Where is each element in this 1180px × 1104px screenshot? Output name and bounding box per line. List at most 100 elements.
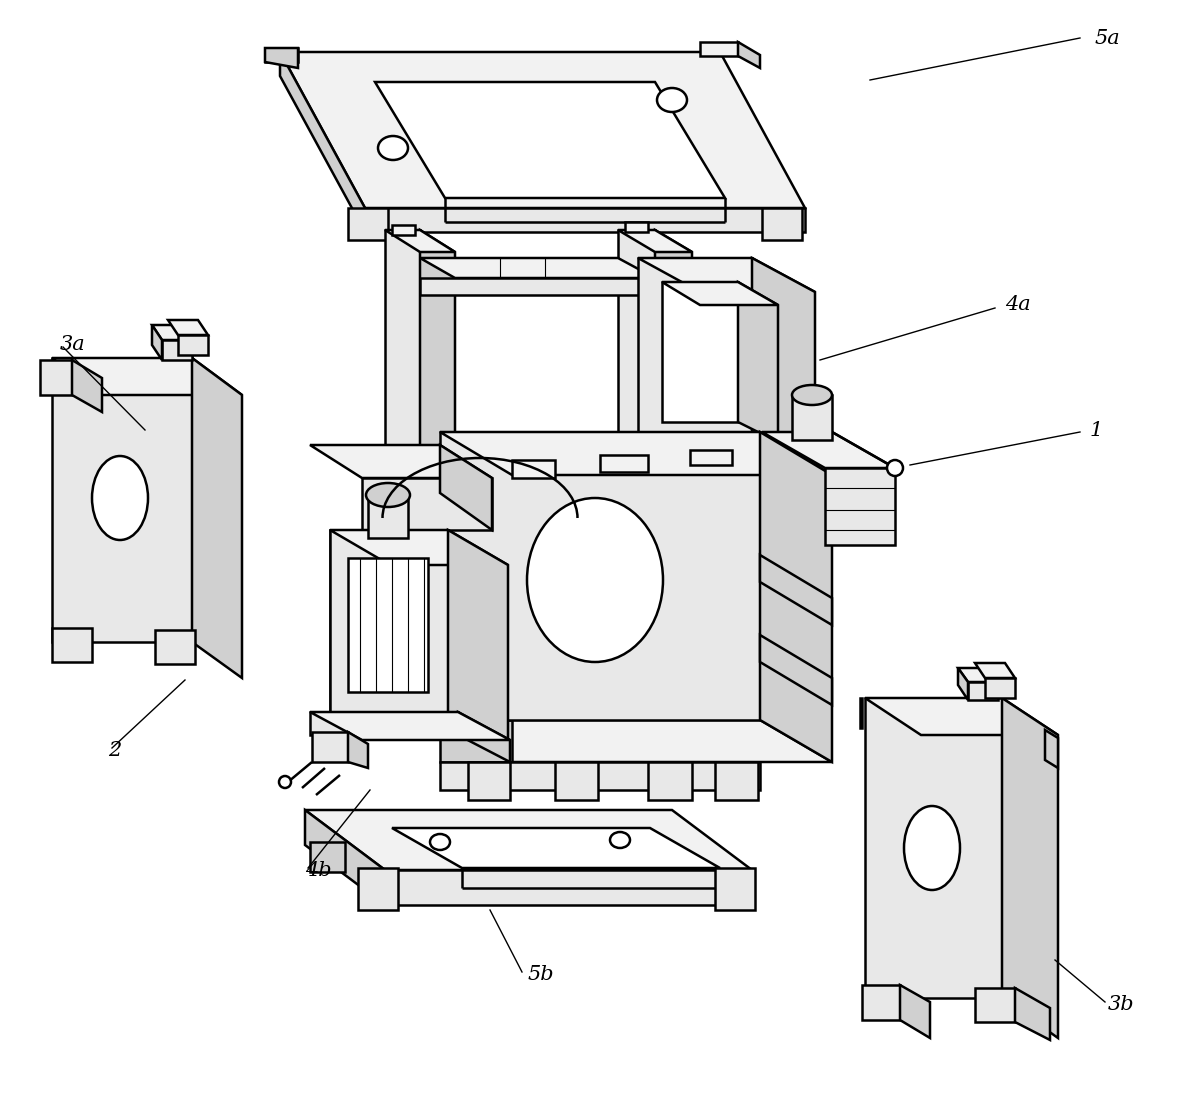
Polygon shape (638, 258, 752, 448)
Polygon shape (420, 278, 655, 295)
Polygon shape (304, 810, 752, 870)
Polygon shape (391, 555, 440, 605)
Polygon shape (599, 455, 648, 473)
Polygon shape (330, 530, 448, 720)
Polygon shape (310, 712, 458, 735)
Polygon shape (162, 340, 192, 360)
Polygon shape (900, 985, 930, 1038)
Text: 2: 2 (109, 741, 122, 760)
Polygon shape (618, 230, 691, 252)
Polygon shape (448, 530, 509, 755)
Polygon shape (280, 52, 365, 232)
Polygon shape (738, 42, 760, 68)
Polygon shape (178, 335, 208, 355)
Polygon shape (662, 282, 738, 422)
Polygon shape (655, 230, 691, 470)
Polygon shape (832, 432, 894, 468)
Ellipse shape (430, 834, 450, 850)
Text: 1: 1 (1090, 421, 1103, 439)
Polygon shape (152, 325, 192, 340)
Polygon shape (662, 282, 778, 305)
Polygon shape (192, 358, 242, 678)
Ellipse shape (366, 484, 409, 507)
Polygon shape (280, 52, 805, 208)
Ellipse shape (278, 776, 291, 788)
Text: 4b: 4b (304, 860, 332, 880)
Polygon shape (304, 810, 385, 905)
Polygon shape (310, 445, 492, 478)
Polygon shape (958, 668, 998, 682)
Polygon shape (458, 712, 510, 762)
Polygon shape (620, 440, 768, 461)
Ellipse shape (92, 456, 148, 540)
Polygon shape (1045, 730, 1058, 768)
Polygon shape (310, 842, 345, 872)
Polygon shape (762, 432, 894, 468)
Polygon shape (152, 325, 162, 360)
Polygon shape (865, 698, 1002, 998)
Polygon shape (348, 732, 368, 768)
Ellipse shape (610, 832, 630, 848)
Polygon shape (266, 47, 299, 62)
Polygon shape (1015, 988, 1050, 1040)
Polygon shape (865, 698, 1058, 735)
Polygon shape (738, 282, 778, 442)
Polygon shape (330, 530, 509, 565)
Polygon shape (860, 698, 863, 728)
Polygon shape (752, 258, 815, 482)
Polygon shape (985, 678, 1015, 698)
Polygon shape (420, 258, 655, 278)
Ellipse shape (657, 88, 687, 112)
Polygon shape (690, 450, 732, 465)
Polygon shape (468, 762, 510, 800)
Polygon shape (760, 555, 832, 625)
Polygon shape (968, 682, 998, 700)
Polygon shape (365, 208, 805, 232)
Text: 4a: 4a (1005, 296, 1031, 315)
Polygon shape (155, 630, 195, 664)
Polygon shape (975, 664, 1015, 678)
Polygon shape (348, 208, 388, 240)
Polygon shape (715, 868, 755, 910)
Polygon shape (362, 478, 492, 530)
Text: 3b: 3b (1108, 996, 1135, 1015)
Polygon shape (40, 360, 72, 395)
Text: 3a: 3a (60, 336, 86, 354)
Polygon shape (625, 222, 648, 232)
Polygon shape (638, 258, 815, 291)
Polygon shape (385, 230, 420, 448)
Polygon shape (648, 762, 691, 800)
Polygon shape (420, 230, 455, 470)
Polygon shape (975, 988, 1015, 1022)
Polygon shape (348, 558, 428, 692)
Polygon shape (440, 762, 760, 790)
Polygon shape (358, 868, 398, 910)
Polygon shape (375, 82, 725, 198)
Text: 5b: 5b (527, 966, 555, 985)
Polygon shape (620, 440, 825, 465)
Polygon shape (760, 635, 832, 705)
Polygon shape (392, 225, 415, 235)
Polygon shape (330, 530, 448, 720)
Polygon shape (555, 762, 598, 800)
Polygon shape (312, 732, 348, 762)
Polygon shape (792, 395, 832, 440)
Polygon shape (392, 828, 720, 868)
Polygon shape (52, 358, 192, 643)
Polygon shape (440, 445, 492, 530)
Polygon shape (266, 47, 299, 68)
Polygon shape (768, 440, 825, 488)
Polygon shape (440, 720, 832, 762)
Ellipse shape (378, 136, 408, 160)
Polygon shape (52, 358, 242, 395)
Polygon shape (715, 762, 758, 800)
Polygon shape (440, 432, 832, 475)
Polygon shape (440, 432, 760, 720)
Polygon shape (863, 985, 900, 1020)
Polygon shape (760, 432, 832, 762)
Polygon shape (618, 230, 655, 448)
Polygon shape (385, 230, 455, 252)
Polygon shape (72, 360, 101, 412)
Polygon shape (168, 320, 208, 335)
Polygon shape (310, 712, 510, 740)
